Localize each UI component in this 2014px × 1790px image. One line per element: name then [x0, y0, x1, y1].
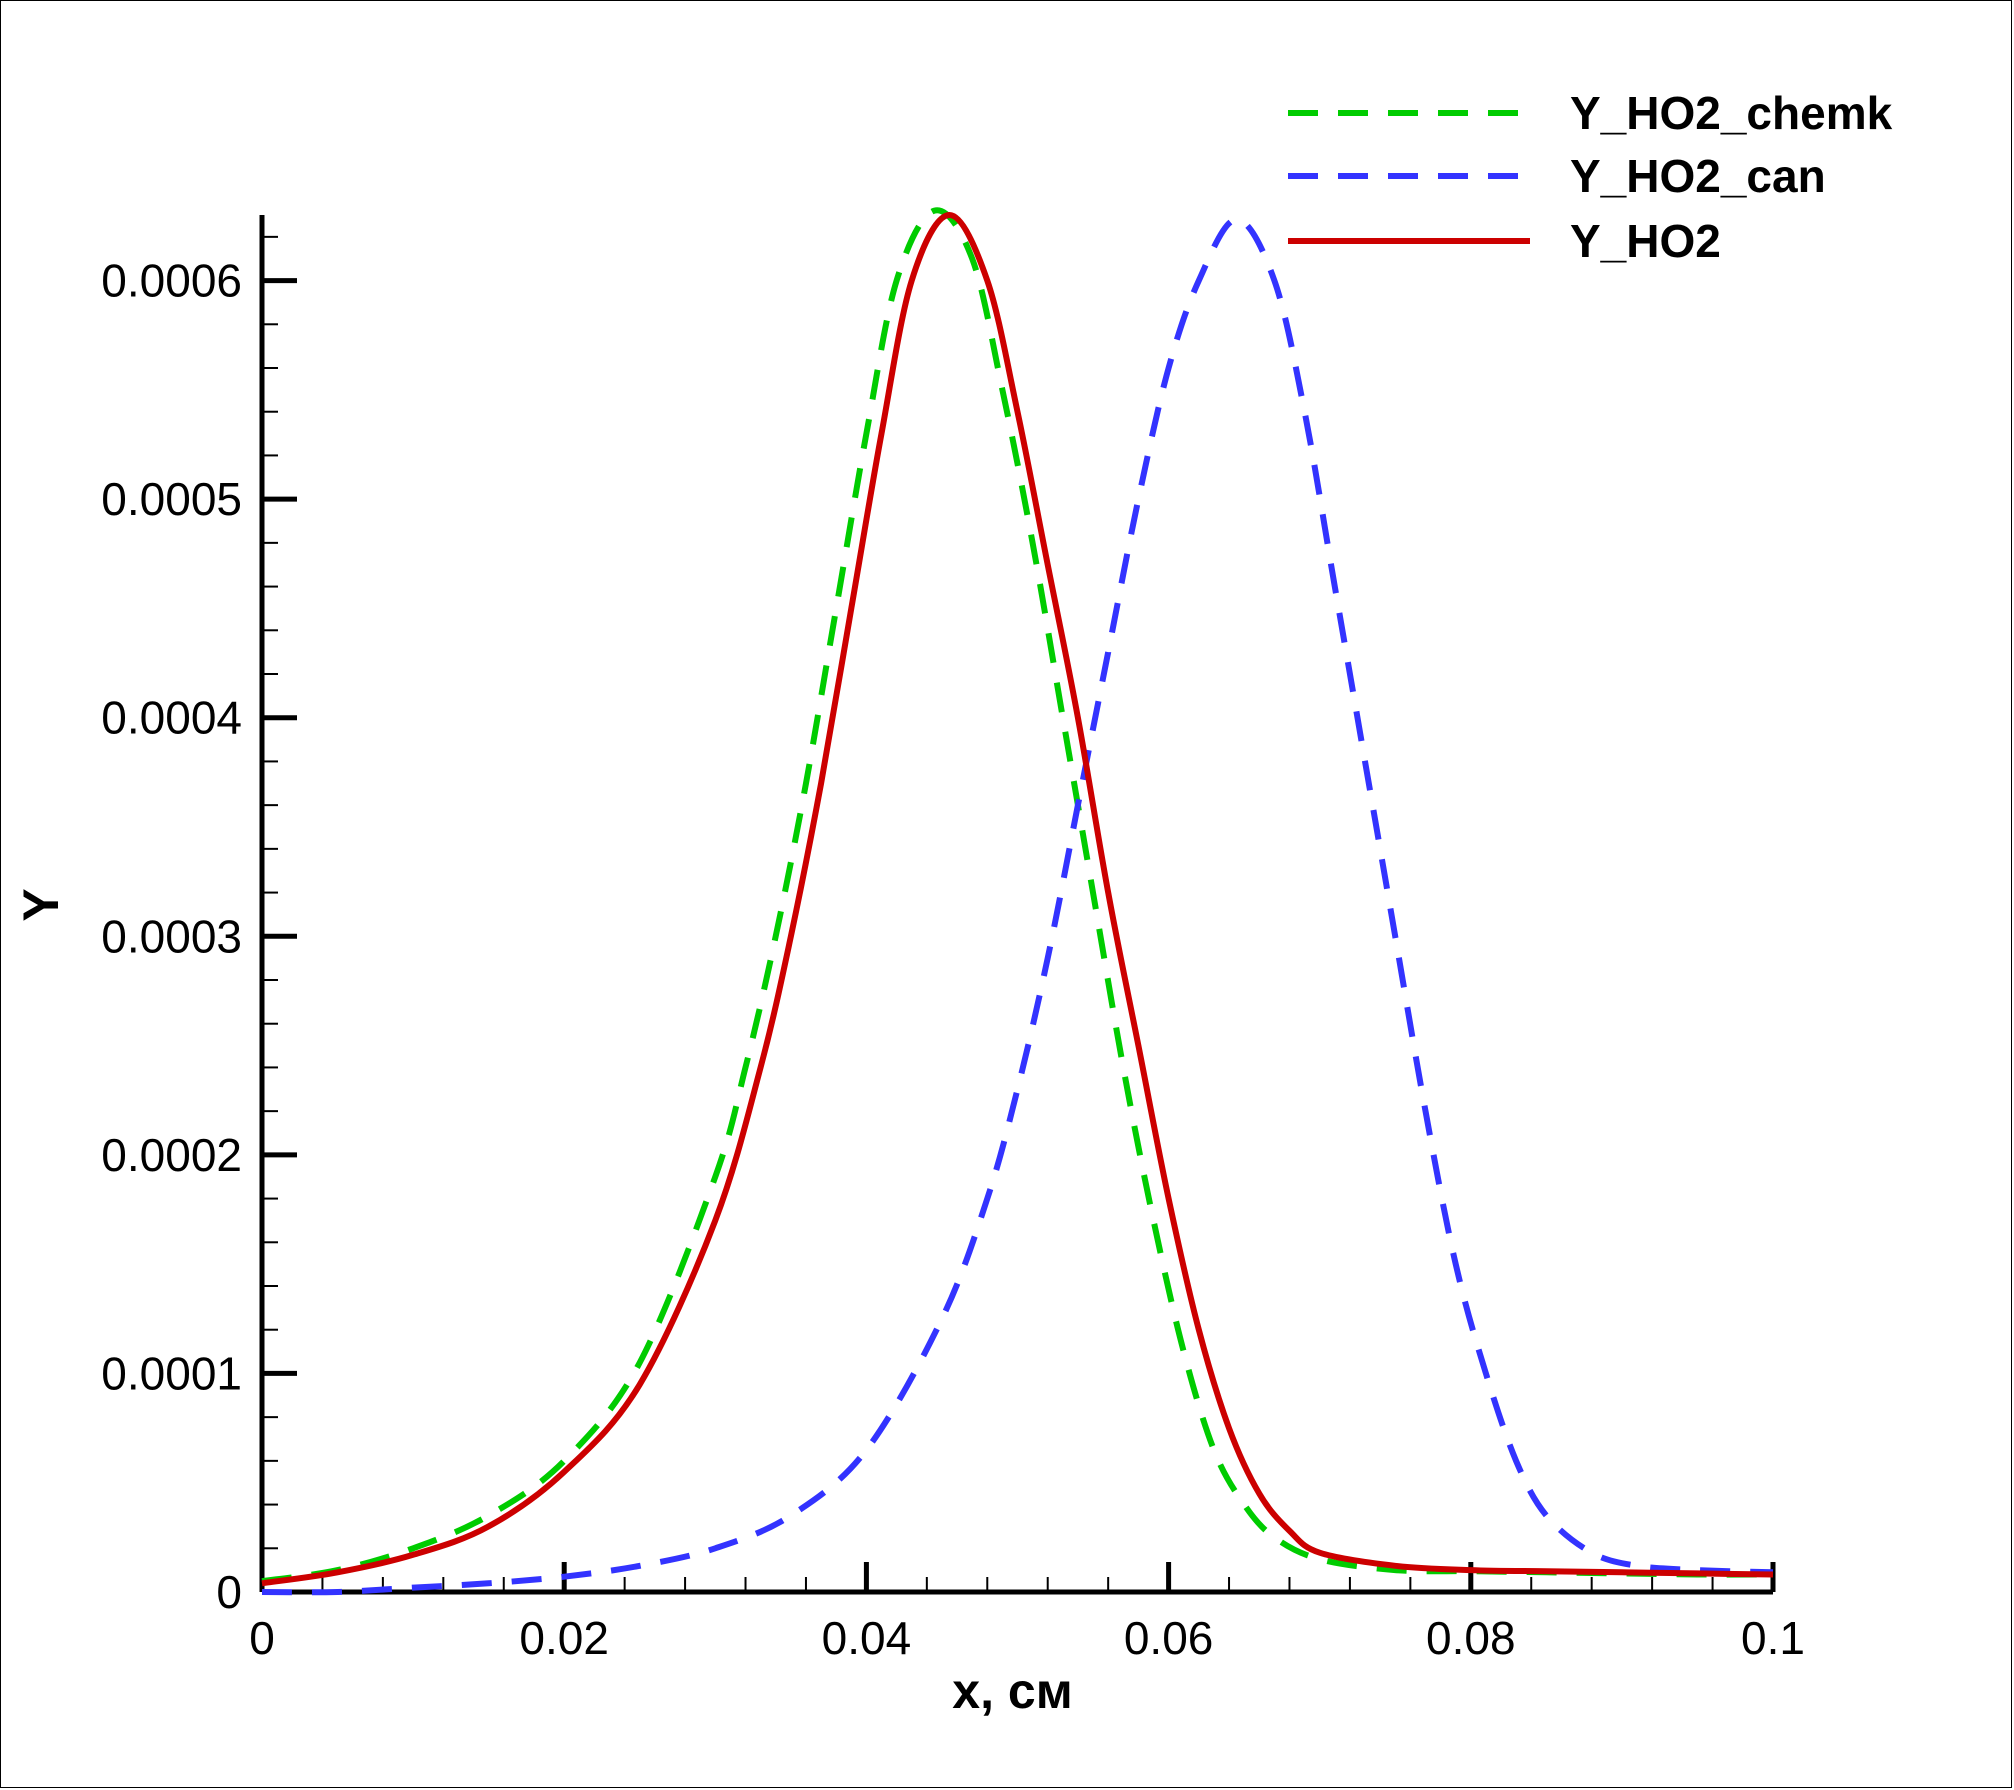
y-tick-label: 0.0001	[101, 1347, 242, 1399]
axes: 0 0.02 0.04 0.06 0.08 0.1 0 0.0001 0.0002 0.0003 0…	[13, 215, 1805, 1719]
y-tick-label: 0.0002	[101, 1129, 242, 1181]
y-tick-label: 0.0005	[101, 473, 242, 525]
legend-label-y-ho2: Y_HO2	[1570, 215, 1721, 267]
legend-label-y-ho2-chemk: Y_HO2_chemk	[1570, 87, 1893, 139]
series-group	[261, 207, 1774, 1596]
x-tick-label: 0.04	[822, 1612, 912, 1664]
x-tick-label: 0.1	[1741, 1612, 1805, 1664]
y-tick-label: 0.0006	[101, 255, 242, 307]
legend-label-y-ho2-can: Y_HO2_can	[1570, 150, 1826, 202]
x-tick-label: 0	[249, 1612, 275, 1664]
series-line-y-ho2-chemk	[261, 207, 1774, 1585]
x-tick-label: 0.06	[1124, 1612, 1214, 1664]
legend: Y_HO2_chemk Y_HO2_can Y_HO2	[1288, 87, 1893, 267]
y-tick-label: 0	[216, 1566, 242, 1618]
series-line-y-ho2	[261, 212, 1774, 1587]
x-tick-label: 0.08	[1426, 1612, 1516, 1664]
x-tick-label: 0.02	[519, 1612, 609, 1664]
y-axis-title: Y	[13, 888, 69, 921]
y-tick-label: 0.0003	[101, 910, 242, 962]
series-line-y-ho2-can	[261, 216, 1774, 1596]
y-tick-label: 0.0004	[101, 692, 242, 744]
x-axis-title: x, см	[952, 1663, 1072, 1719]
